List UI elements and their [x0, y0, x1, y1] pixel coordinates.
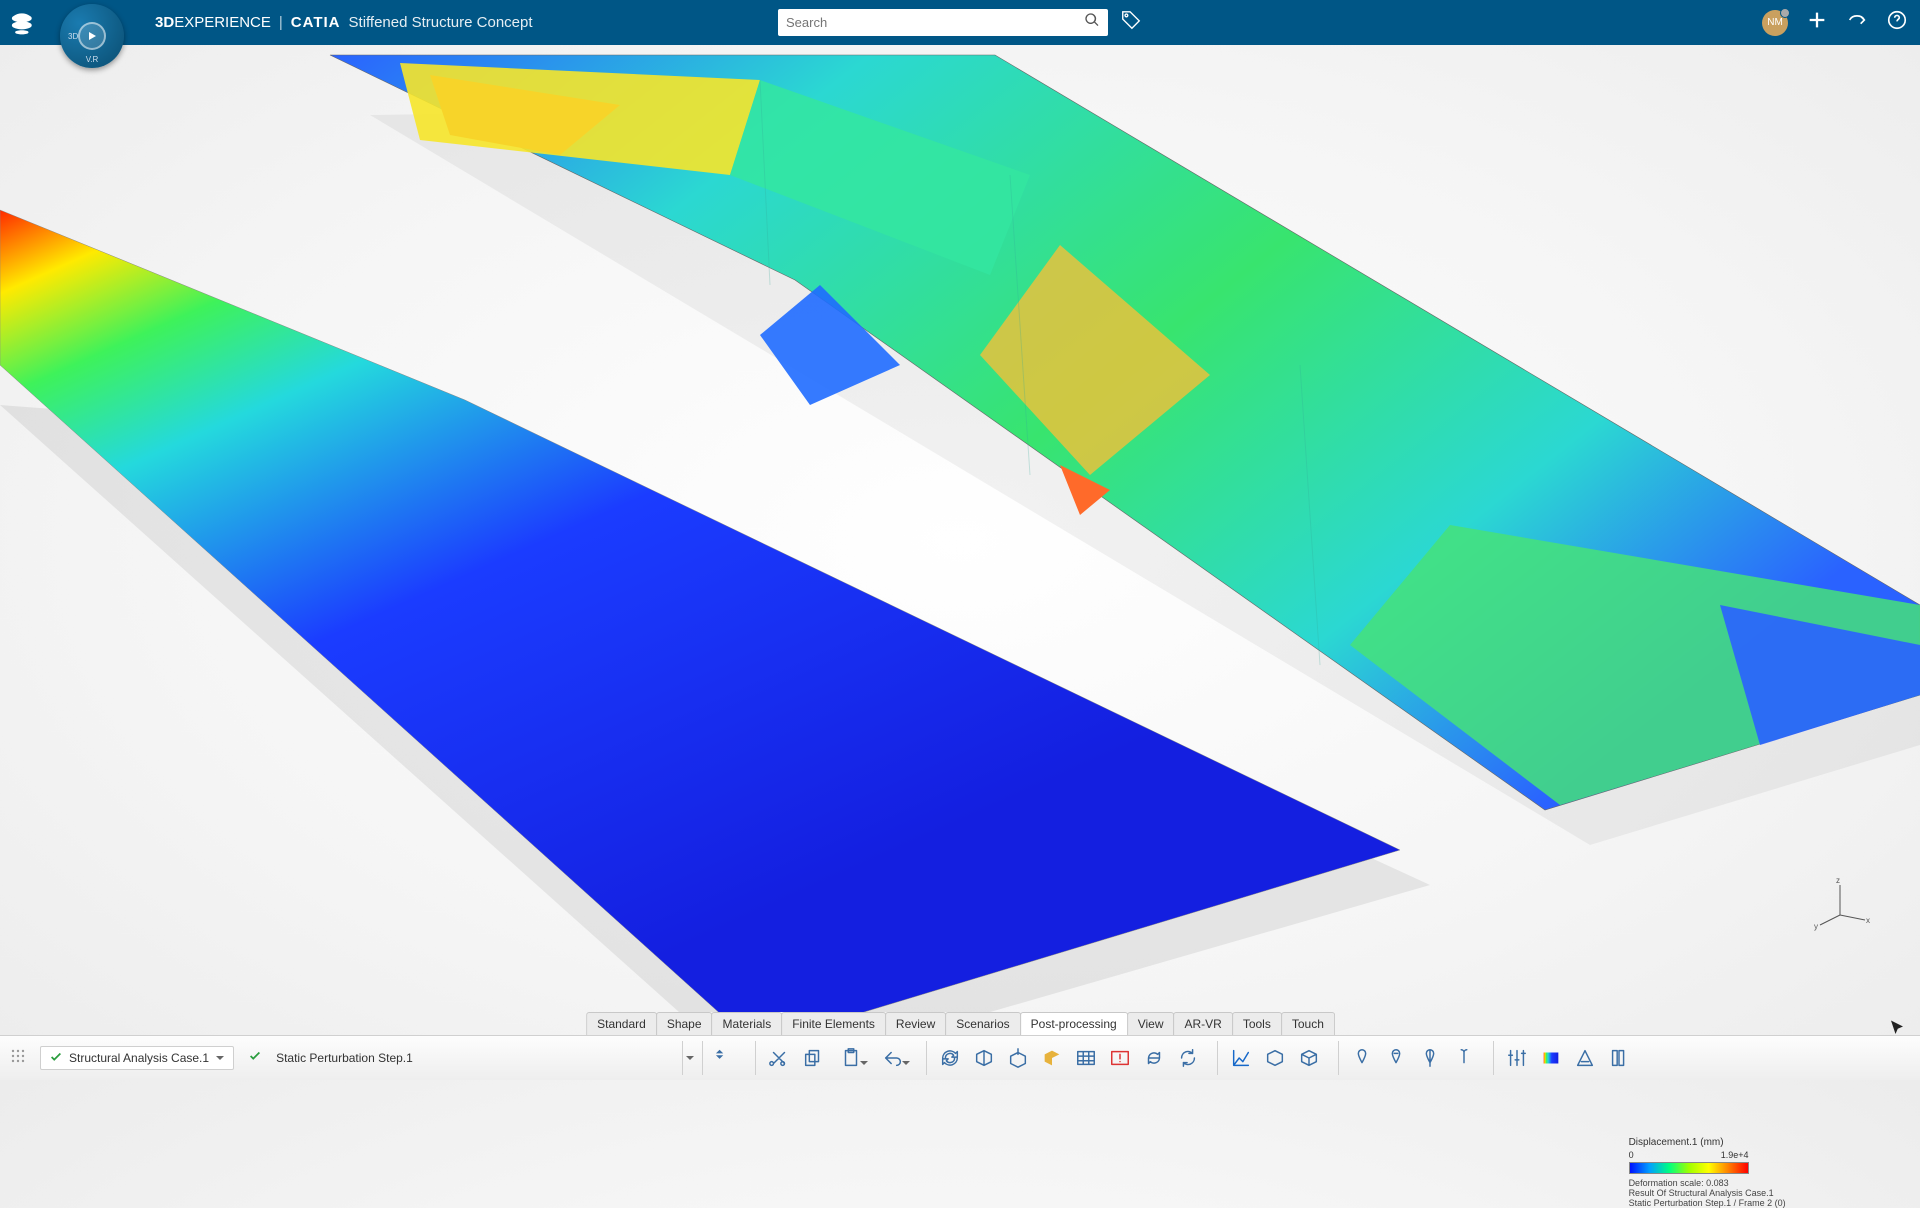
tab-touch[interactable]: Touch [1281, 1012, 1335, 1035]
alert-icon[interactable] [1105, 1043, 1135, 1073]
tab-tools[interactable]: Tools [1232, 1012, 1282, 1035]
contour-icon[interactable] [1536, 1043, 1566, 1073]
plus-icon[interactable] [1806, 9, 1828, 36]
tool-group-display [1493, 1041, 1642, 1075]
analysis-case-dropdown[interactable]: Structural Analysis Case.1 [40, 1046, 234, 1070]
tag-icon[interactable] [1120, 9, 1142, 36]
brand-bold: 3D [155, 14, 174, 31]
refresh-icon[interactable] [935, 1043, 965, 1073]
tool-group-plots [1217, 1041, 1332, 1075]
tool-group-sensors [1338, 1041, 1487, 1075]
legend-displacement: Displacement.1 (mm) 0 1.9e+4 Deformation … [1629, 1137, 1786, 1208]
document-title: Stiffened Structure Concept [349, 14, 533, 31]
cut-icon[interactable] [764, 1043, 794, 1073]
pin1-icon[interactable] [1347, 1043, 1377, 1073]
tab-materials[interactable]: Materials [712, 1012, 783, 1035]
pin2-icon[interactable] [1381, 1043, 1411, 1073]
pin4-icon[interactable] [1449, 1043, 1479, 1073]
search-input[interactable] [786, 15, 1084, 30]
tab-shape[interactable]: Shape [656, 1012, 713, 1035]
cube2-icon[interactable] [1294, 1043, 1324, 1073]
svg-text:x: x [1866, 916, 1870, 925]
tool-group-clipboard [755, 1041, 920, 1075]
expand-vert-icon[interactable] [711, 1043, 741, 1073]
presence-dot-icon [1780, 8, 1790, 18]
legend-max: 1.9e+4 [1721, 1150, 1749, 1160]
sliders-icon[interactable] [1502, 1043, 1532, 1073]
play-icon[interactable] [78, 22, 106, 50]
axes-icon[interactable] [1226, 1043, 1256, 1073]
avatar-initials: NM [1767, 17, 1783, 28]
box-color-icon[interactable] [1037, 1043, 1067, 1073]
svg-text:y: y [1814, 922, 1818, 931]
3d-viewport[interactable]: Displacement.1 (mm) 01.9e+4 Deformation … [0, 45, 1920, 1080]
title-separator: | [279, 14, 283, 31]
dropdown-label: Structural Analysis Case.1 [69, 1051, 209, 1065]
compass-3d-label: 3D [68, 32, 78, 41]
app-header: 3D V.R 3DEXPERIENCE | CATIA Stiffened St… [0, 0, 1920, 45]
help-icon[interactable] [1886, 9, 1908, 36]
tab-view[interactable]: View [1127, 1012, 1175, 1035]
ds-logo-icon[interactable] [0, 0, 45, 45]
tab-finite-elements[interactable]: Finite Elements [781, 1012, 886, 1035]
legend-line: Static Perturbation Step.1 / Frame 2 (0) [1629, 1198, 1786, 1208]
tool-group-update [926, 1041, 1211, 1075]
step-label: Static Perturbation Step.1 [276, 1051, 413, 1065]
paste-icon[interactable] [832, 1043, 870, 1073]
share-icon[interactable] [1846, 9, 1868, 36]
grip-icon[interactable] [10, 1048, 26, 1069]
app-title: 3DEXPERIENCE | CATIA Stiffened Structure… [155, 14, 533, 31]
pin3-icon[interactable] [1415, 1043, 1445, 1073]
box-out-icon[interactable] [969, 1043, 999, 1073]
check-icon [248, 1049, 262, 1068]
search-input-wrap[interactable] [778, 9, 1108, 36]
copy-icon[interactable] [798, 1043, 828, 1073]
product-name: CATIA [291, 14, 341, 31]
legend-line: Deformation scale: 0.083 [1629, 1178, 1786, 1188]
cube1-icon[interactable] [1260, 1043, 1290, 1073]
avatar[interactable]: NM [1762, 10, 1788, 36]
fea-scene [0, 45, 1920, 1080]
tab-ar-vr[interactable]: AR-VR [1173, 1012, 1232, 1035]
tab-review[interactable]: Review [885, 1012, 946, 1035]
tab-post-processing[interactable]: Post-processing [1020, 1012, 1128, 1035]
ribbon-tabs: StandardShapeMaterialsFinite ElementsRev… [586, 1012, 1334, 1035]
bottom-toolbar: Structural Analysis Case.1 Static Pertur… [0, 1035, 1920, 1080]
color-bar [1629, 1162, 1749, 1174]
tool-group-expand [702, 1041, 749, 1075]
tab-scenarios[interactable]: Scenarios [945, 1012, 1020, 1035]
table-icon[interactable] [1071, 1043, 1101, 1073]
legend-title: Displacement.1 (mm) [1629, 1137, 1786, 1148]
check-icon [49, 1050, 63, 1067]
tab-standard[interactable]: Standard [586, 1012, 657, 1035]
compass-widget[interactable]: 3D V.R [60, 4, 124, 68]
compass-vr-label: V.R [60, 55, 124, 64]
svg-text:z: z [1836, 876, 1840, 885]
sync2-icon[interactable] [1173, 1043, 1203, 1073]
brand-thin: EXPERIENCE [174, 14, 271, 31]
scale-icon[interactable] [1570, 1043, 1600, 1073]
box-up-icon[interactable] [1003, 1043, 1033, 1073]
undo-icon[interactable] [874, 1043, 912, 1073]
legend-min: 0 [1629, 1150, 1634, 1160]
search-icon[interactable] [1084, 12, 1100, 33]
toolbar-overflow-icon[interactable] [682, 1041, 696, 1075]
books-icon[interactable] [1604, 1043, 1634, 1073]
axis-triad-icon[interactable]: x z y [1810, 875, 1870, 940]
legend-line: Result Of Structural Analysis Case.1 [1629, 1188, 1786, 1198]
sync-icon[interactable] [1139, 1043, 1169, 1073]
